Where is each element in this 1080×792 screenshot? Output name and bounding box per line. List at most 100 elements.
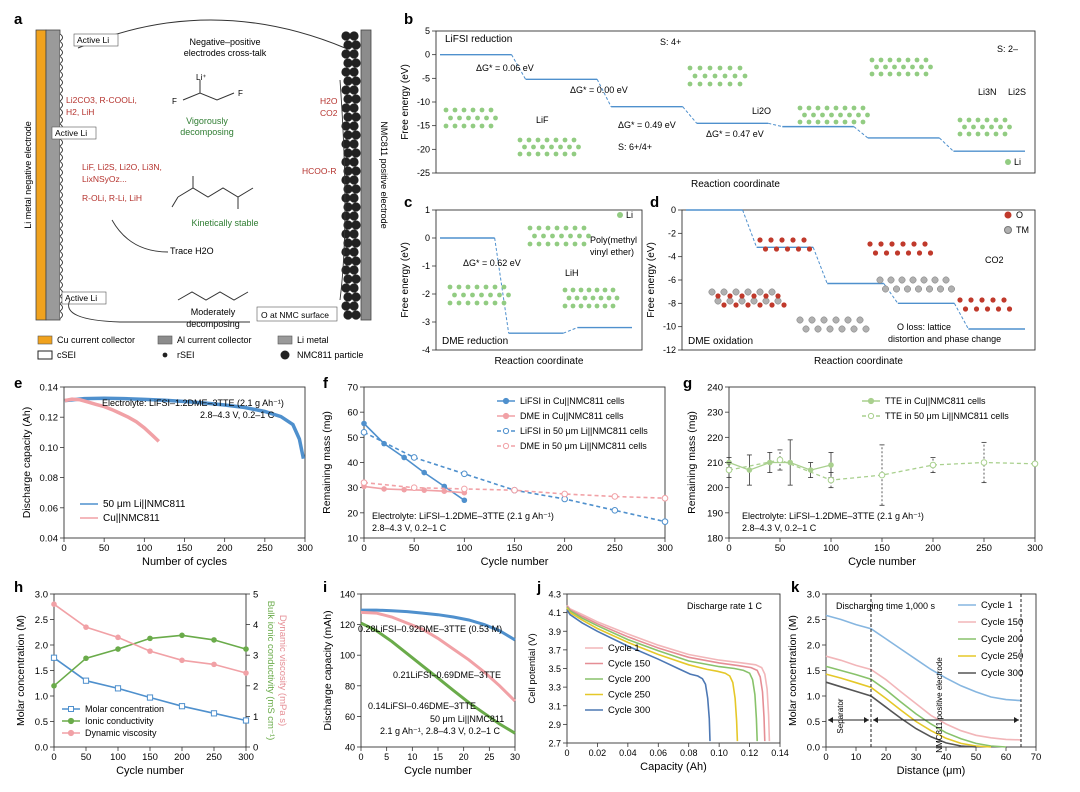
atom-dot: [474, 300, 480, 306]
panel-e-chart: 0 50 100 150 200 250 300 0.04 0.06 0.08 0.10 0.12 0.…: [21, 383, 313, 569]
y-tick-label: 2.7: [548, 739, 561, 749]
sei-bump: [59, 243, 63, 252]
data-point: [211, 661, 217, 668]
y-tick-label: 0.08: [40, 473, 59, 484]
y-tick-label: 0.10: [40, 443, 59, 454]
atom-dot: [850, 325, 858, 333]
panel-b-energy-levels: [440, 53, 1025, 152]
species-c-poly-1: Poly(methyl: [590, 235, 637, 245]
atom-dot: [456, 284, 462, 290]
level-connector: [682, 106, 698, 124]
nmc-particle: [349, 301, 359, 311]
tte-desc: Kinetically stable: [191, 218, 258, 228]
legend-swatch-csei: [37, 350, 53, 360]
atom-dot: [461, 107, 467, 113]
legend-label: Cycle 1: [608, 643, 640, 654]
atom-dot: [493, 115, 498, 121]
atom-dot: [966, 117, 972, 123]
series-line: [825, 673, 992, 748]
active-li-box-2: [51, 126, 97, 140]
atom-dot: [806, 119, 812, 125]
legend-marker: [502, 427, 510, 435]
active-li-label-3: Active Li: [65, 293, 97, 303]
legend-marker: [502, 412, 510, 420]
data-point: [147, 648, 153, 654]
sei-bump: [59, 198, 63, 207]
panel-d-energy-levels: [686, 209, 1025, 330]
nmc-particle: [343, 130, 353, 140]
atom-dot: [989, 124, 994, 130]
sei-bump: [59, 93, 63, 102]
atom-dot: [914, 71, 920, 77]
series-line: [825, 655, 1022, 741]
x-tick-label: 250: [976, 543, 992, 554]
atom-dot: [942, 276, 950, 284]
y-tick-label: 3.7: [548, 645, 561, 655]
atom-dot: [610, 287, 616, 293]
atom-dot: [497, 292, 502, 298]
co2-product: CO2: [320, 108, 338, 118]
panel-d-legend-o: O: [1016, 210, 1023, 220]
atom-dot: [829, 112, 834, 118]
data-point: [115, 646, 121, 652]
sei-bump: [59, 33, 63, 42]
data-point: [776, 456, 784, 464]
atom-dot: [909, 276, 917, 284]
y-tick-label: 0.0: [807, 743, 820, 754]
y2-tick-label: 2: [253, 681, 258, 692]
panel-f-chart: 0 50 100 150 200 250 300 10 20 30 40 50 60 70 Cycle nu…: [321, 383, 673, 569]
x-tick-label: 40: [941, 752, 952, 763]
atom-dot: [905, 71, 911, 77]
nmc-particle: [349, 139, 359, 149]
atom-dot: [883, 250, 890, 256]
lifsi-desc-1: Vigorously: [186, 116, 228, 126]
atom-dot: [773, 246, 780, 252]
y-tick-label: -15: [417, 121, 430, 131]
nmc-particle: [349, 193, 359, 203]
data-point: [929, 461, 937, 469]
atom-dot: [461, 123, 467, 129]
data-point: [115, 634, 121, 641]
nmc-electrode-label: NMC811 positive electrode: [379, 121, 389, 228]
y-tick-label: 0: [425, 233, 430, 243]
y-tick-label: -10: [663, 322, 676, 332]
lifsi-molecule-sketch: [182, 80, 235, 101]
legend-label: Cycle 250: [608, 690, 650, 701]
nmc-particle: [351, 184, 361, 194]
x-tick-label: 0.06: [650, 748, 668, 758]
nmc-particle: [343, 112, 353, 122]
x-tick-label: 0: [823, 752, 828, 763]
y-tick-label: 2.5: [35, 615, 48, 626]
x-tick-label: 250: [206, 752, 222, 763]
atom-dot: [744, 288, 752, 296]
y-tick-label: 1: [425, 205, 430, 215]
y-tick-label: 0.04: [40, 534, 59, 545]
atom-dot: [984, 306, 991, 312]
data-point: [661, 494, 669, 502]
level-connector: [939, 137, 954, 152]
x-axis-title: Number of cycles: [142, 556, 227, 568]
atom-dot: [570, 287, 576, 293]
sei-bump: [59, 221, 63, 229]
atom-dot: [721, 302, 727, 308]
nmc-particle: [341, 247, 351, 257]
atom-dot: [578, 303, 584, 309]
atom-dot: [851, 105, 857, 111]
atom-dot: [922, 241, 928, 247]
nmc-particle: [341, 265, 351, 275]
atom-dot: [814, 325, 822, 333]
species-c-poly-2: vinyl ether): [590, 247, 634, 257]
x-tick-label: 0: [358, 752, 363, 762]
y-tick-label: 1.5: [35, 666, 48, 677]
atom-dot: [590, 295, 596, 301]
y-tick-label: 30: [347, 483, 358, 494]
active-li-box-1: [73, 33, 119, 47]
atom-dot: [602, 287, 608, 293]
species-b-lif: LiF: [536, 115, 549, 125]
products-carbonate-1: Li2CO3, R-COOLi,: [66, 95, 137, 105]
nmc-particle: [349, 103, 359, 113]
atom-dot: [697, 81, 703, 87]
legend-swatch-rsei: [162, 352, 168, 358]
atom-dot: [550, 233, 555, 239]
panel-letter-j: j: [536, 579, 541, 596]
